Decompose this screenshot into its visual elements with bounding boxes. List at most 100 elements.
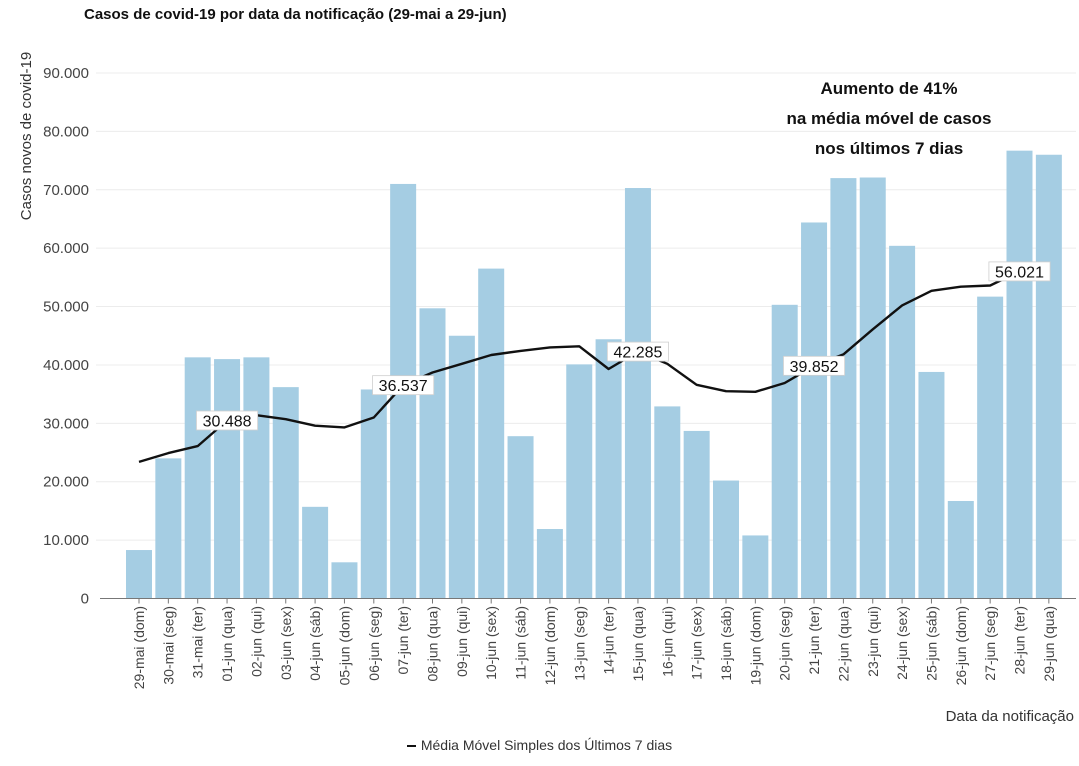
point-labels: 30.488 36.537 42.285 39.852 56.021 — [196, 261, 1051, 431]
bar — [478, 268, 505, 599]
point-label: 30.488 — [203, 413, 252, 430]
x-tick-label: 22-jun (qua) — [835, 606, 851, 682]
legend-line-swatch — [406, 745, 416, 748]
x-tick-label: 11-jun (sáb) — [513, 606, 529, 680]
point-label: 56.021 — [995, 264, 1044, 281]
y-tick-label: 50.000 — [43, 299, 89, 316]
bar — [889, 245, 916, 599]
annotation-line-3: nos últimos 7 dias — [814, 139, 964, 158]
point-label: 36.537 — [379, 378, 428, 395]
x-tick-label: 10-jun (sex) — [483, 606, 499, 680]
bar — [566, 364, 593, 599]
x-tick-label: 29-jun (qua) — [1041, 606, 1057, 682]
bar — [918, 371, 945, 599]
point-label-box — [988, 261, 1051, 282]
bar — [302, 506, 329, 599]
bar — [977, 296, 1004, 599]
x-tick-label: 24-jun (sex) — [894, 606, 910, 680]
bar — [830, 178, 857, 599]
bar — [654, 406, 681, 599]
x-tick-label: 23-jun (qui) — [865, 606, 881, 677]
bar — [126, 550, 152, 599]
x-tick-label: 07-jun (ter) — [395, 606, 411, 674]
bar — [595, 339, 622, 599]
y-tick-label: 10.000 — [43, 532, 89, 549]
y-tick-label: 30.000 — [43, 415, 89, 432]
point-label-box — [372, 375, 435, 396]
x-tick-label: 12-jun (dom) — [542, 606, 558, 685]
x-tick-label: 09-jun (qui) — [454, 606, 470, 677]
bar — [536, 529, 563, 599]
y-tick-label: 60.000 — [43, 240, 89, 257]
bar — [448, 335, 475, 599]
bar — [947, 500, 974, 599]
y-tick-label: 80.000 — [43, 123, 89, 140]
moving-average-line — [138, 270, 1049, 464]
bar — [184, 357, 211, 599]
x-tick-label: 01-jun (qua) — [219, 606, 235, 682]
x-axis — [100, 598, 1076, 604]
x-tick-label: 06-jun (seg) — [366, 606, 382, 681]
x-tick-label: 31-mai (ter) — [190, 606, 206, 678]
bar — [771, 304, 798, 599]
y-tick-label: 40.000 — [43, 357, 89, 374]
x-tick-label: 02-jun (qui) — [248, 606, 264, 677]
point-label: 42.285 — [613, 345, 662, 362]
bar — [624, 188, 651, 599]
x-tick-label: 19-jun (dom) — [747, 606, 763, 685]
point-label: 39.852 — [790, 359, 839, 376]
y-tick-label: 70.000 — [43, 182, 89, 199]
x-tick-label: 04-jun (sáb) — [307, 606, 323, 681]
x-tick-label: 13-jun (seg) — [571, 606, 587, 681]
y-tick-label: 20.000 — [43, 474, 89, 491]
x-tick-label: 29-mai (dom) — [131, 606, 147, 689]
bar — [360, 389, 387, 599]
bar — [272, 387, 299, 599]
x-tick-labels: 29-mai (dom) 30-mai (seg) 31-mai (ter) 01-j… — [131, 606, 1057, 689]
x-tick-label: 03-jun (sex) — [278, 606, 294, 680]
bar — [713, 480, 739, 599]
x-tick-label: 14-jun (ter) — [601, 606, 617, 674]
x-tick-label: 16-jun (qui) — [659, 606, 675, 677]
bar — [1035, 154, 1062, 599]
x-tick-label: 20-jun (seg) — [777, 606, 793, 681]
bar — [683, 430, 710, 599]
x-tick-label: 08-jun (qua) — [425, 606, 441, 682]
moving-average-series — [138, 270, 1049, 464]
x-tick-label: 18-jun (sáb) — [718, 606, 734, 681]
bar — [155, 458, 182, 599]
x-axis-label: Data da notificação — [946, 708, 1074, 725]
point-label-box — [196, 410, 259, 431]
legend: Média Móvel Simples dos Últimos 7 dias — [0, 737, 1079, 753]
bars — [126, 150, 1062, 599]
bar — [243, 357, 270, 599]
y-tick-labels: 0 10.000 20.000 30.000 40.000 50.000 60.000 70.… — [43, 65, 89, 608]
x-tick-label: 15-jun (qua) — [630, 606, 646, 682]
y-axis-label: Casos novos de covid-19 — [18, 52, 35, 220]
y-tick-label: 0 — [81, 591, 89, 608]
bar — [1006, 150, 1033, 599]
bar — [507, 436, 534, 599]
bar — [742, 535, 769, 599]
point-label-box — [783, 355, 846, 376]
x-tick-label: 21-jun (ter) — [806, 606, 822, 674]
legend-label: Média Móvel Simples dos Últimos 7 dias — [420, 737, 673, 753]
x-tick-label: 26-jun (dom) — [953, 606, 969, 685]
bar — [859, 177, 886, 599]
x-tick-label: 27-jun (seg) — [982, 606, 998, 681]
chart-title: Casos de covid-19 por data da notificaçã… — [84, 6, 507, 23]
bar — [419, 308, 446, 599]
bar — [331, 562, 358, 599]
x-tick-label: 30-mai (seg) — [160, 606, 176, 685]
x-tick-label: 05-jun (dom) — [336, 606, 352, 685]
annotation-line-2: na média móvel de casos — [786, 109, 992, 128]
y-tick-label: 90.000 — [43, 65, 89, 82]
bar — [801, 222, 828, 599]
x-tick-label: 28-jun (ter) — [1012, 606, 1028, 674]
x-tick-label: 25-jun (sáb) — [923, 606, 939, 681]
annotation: Aumento de 41% na média móvel de casos n… — [744, 74, 1034, 164]
bar — [214, 359, 241, 599]
annotation-line-1: Aumento de 41% — [820, 79, 958, 98]
point-label-box — [606, 341, 669, 362]
